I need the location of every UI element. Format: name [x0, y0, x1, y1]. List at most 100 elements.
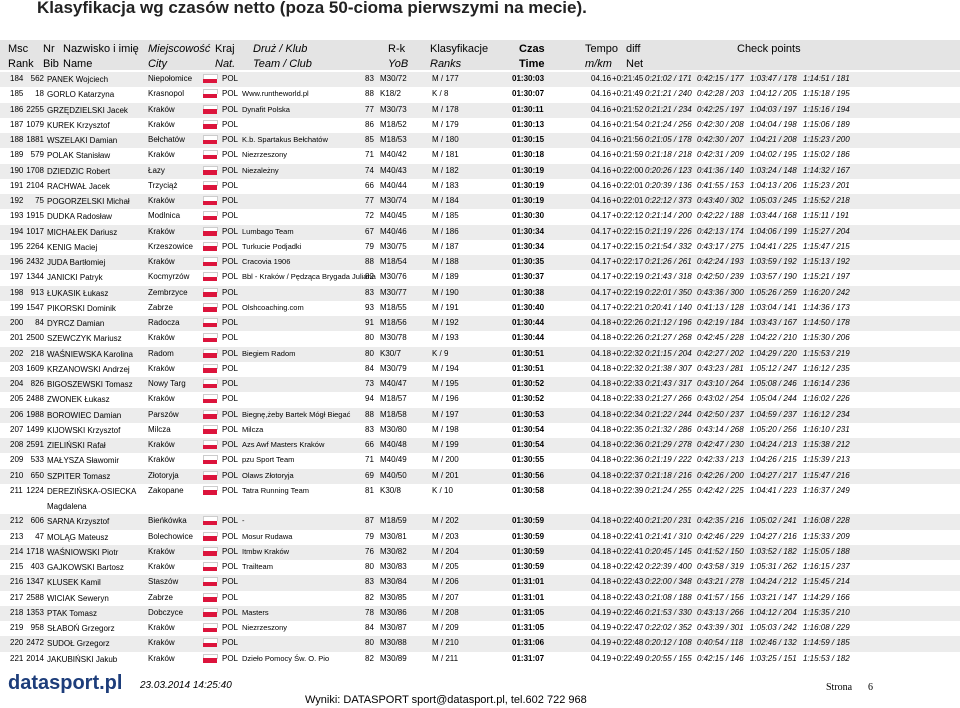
flag: [203, 93, 217, 99]
flag: [203, 287, 218, 293]
cell: M30/74: [380, 196, 407, 205]
cell: M18/59: [380, 516, 407, 526]
cell: WAŚNIEWSKA Karolina: [47, 349, 133, 359]
cell: 0:21:18 / 216: [645, 470, 692, 480]
flag: [203, 414, 217, 419]
flag: [203, 379, 218, 384]
cell: 01:30:44: [512, 333, 545, 343]
cell: SŁABOŃ Grzegorz: [47, 624, 115, 633]
cell: SZEWCZYK Mariusz: [47, 334, 122, 344]
flag: [203, 150, 218, 156]
cell: Mosur Rudawa: [242, 531, 293, 541]
cell: 579: [30, 150, 44, 160]
cell: 0:21:43 / 318: [645, 272, 692, 282]
cell: 01:30:38: [512, 287, 545, 297]
cell: 01:30:13: [512, 119, 545, 129]
cell: M18/57: [380, 394, 407, 404]
cell: 217: [10, 592, 24, 602]
flag: [203, 429, 217, 434]
cell: M40/44: [380, 180, 407, 190]
flag: [203, 246, 217, 251]
cell: 04.19: [591, 607, 612, 617]
flag: [203, 546, 218, 552]
cell: 04.19: [591, 653, 612, 663]
cell: ZWONEK Łukasz: [47, 395, 110, 405]
flag: [203, 653, 218, 659]
column-header: Nazwisko i imię: [63, 43, 139, 55]
cell: 01:30:51: [512, 348, 545, 358]
row-band: [0, 605, 960, 621]
cell: M / 191: [432, 302, 459, 312]
cell: 1:03:25 / 151: [750, 653, 797, 663]
cell: 1718: [26, 546, 44, 556]
cell: 01:31:01: [512, 577, 545, 587]
cell: M / 209: [432, 623, 459, 632]
cell: +0:22:32: [612, 348, 644, 358]
cell: M / 196: [432, 394, 459, 404]
cell: SUDOŁ Grzegorz: [47, 639, 110, 649]
cell: 913: [30, 287, 44, 297]
cell: 0:21:26 / 261: [645, 257, 692, 266]
cell: 01:30:54: [512, 440, 545, 449]
cell: 0:43:21 / 278: [697, 577, 744, 587]
flag: [203, 475, 217, 480]
timestamp: 23.03.2014 14:25:40: [140, 680, 232, 691]
cell: Dobczyce: [148, 607, 184, 617]
cell: 1:05:03 / 242: [750, 623, 797, 632]
cell: M / 178: [432, 104, 459, 114]
cell: Krasnopol: [148, 89, 185, 99]
cell: 197: [10, 272, 24, 282]
cell: +0:22:40: [612, 516, 644, 526]
cell: 0:42:35 / 216: [697, 516, 744, 526]
cell: 04.17: [591, 287, 612, 297]
column-header: YoB: [388, 58, 409, 70]
flag: [203, 642, 217, 648]
cell: POL: [222, 409, 239, 419]
cell: 2104: [26, 180, 44, 190]
flag: [203, 597, 217, 602]
cell: 85: [365, 135, 374, 144]
cell: 0:42:13 / 174: [697, 226, 744, 236]
cell: Modlnica: [148, 211, 181, 221]
row-band: [0, 575, 960, 591]
cell: POL: [222, 653, 239, 663]
cell: K30/7: [380, 348, 401, 358]
cell: 0:42:30 / 207: [697, 135, 744, 144]
cell: 0:20:26 / 123: [645, 165, 692, 175]
cell: POL: [222, 226, 239, 236]
cell: -: [242, 516, 245, 526]
cell: POL: [222, 135, 239, 144]
flag: [203, 272, 218, 278]
cell: 04.17: [591, 257, 612, 266]
cell: 04.16: [591, 74, 612, 83]
cell: 1:15:47 / 216: [803, 470, 850, 480]
cell: M / 204: [432, 546, 459, 556]
cell: POL: [222, 74, 239, 83]
cell: POL: [222, 241, 239, 251]
cell: +0:22:19: [612, 287, 644, 297]
cell: 01:31:05: [512, 607, 545, 617]
flag: [203, 104, 218, 110]
flag: [203, 551, 217, 556]
cell: 1547: [26, 302, 44, 312]
cell: 91: [365, 318, 374, 327]
cell: 1:15:30 / 206: [803, 333, 850, 343]
cell: 04.19: [591, 638, 612, 648]
cell: 1:16:10 / 231: [803, 424, 850, 434]
cell: POL: [222, 89, 239, 99]
cell: Radocza: [148, 318, 180, 327]
cell: Radom: [148, 348, 174, 358]
cell: M / 181: [432, 150, 459, 160]
cell: 72: [365, 211, 374, 221]
cell: M30/73: [380, 104, 407, 114]
cell: 04.17: [591, 272, 612, 282]
flag: [203, 424, 218, 430]
cell: 82: [365, 653, 374, 663]
cell: 0:21:21 / 240: [645, 89, 692, 99]
cell: 01:30:52: [512, 379, 545, 388]
cell: 71: [365, 455, 374, 465]
row-band: [0, 102, 960, 118]
cell: +0:22:39: [612, 485, 644, 495]
cell: ZIELIŃSKI Rafał: [47, 441, 106, 450]
